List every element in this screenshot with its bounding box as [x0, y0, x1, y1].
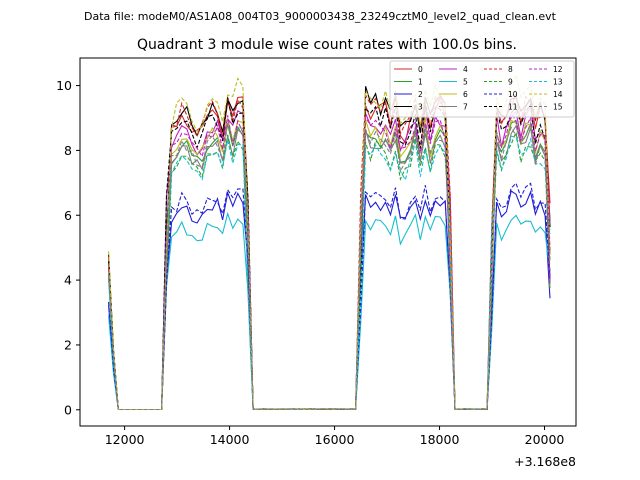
- legend-label-5: 5: [463, 78, 468, 87]
- series-line-11: [108, 97, 551, 411]
- y-tick-label: 0: [64, 402, 72, 417]
- legend-label-10: 10: [508, 90, 518, 99]
- legend-label-7: 7: [463, 103, 468, 112]
- legend-label-0: 0: [418, 65, 423, 74]
- y-axis: 0 2 4 6 8 10: [56, 78, 80, 417]
- y-tick-label: 6: [64, 208, 72, 223]
- legend-label-12: 12: [553, 65, 563, 74]
- x-axis: 12000 14000 16000 18000 20000: [105, 426, 565, 447]
- series-line-6: [108, 117, 551, 411]
- x-tick-label: 12000: [105, 432, 145, 447]
- series-line-2: [108, 190, 551, 411]
- legend-label-13: 13: [553, 78, 563, 87]
- legend-box: [389, 60, 575, 118]
- legend-label-3: 3: [418, 103, 423, 112]
- x-offset-label: +3.168e8: [514, 454, 576, 469]
- series-line-4: [108, 105, 551, 411]
- y-tick-label: 8: [64, 143, 72, 158]
- series-line-9: [108, 130, 551, 411]
- plot-area: [108, 73, 551, 411]
- legend-label-15: 15: [553, 103, 563, 112]
- y-tick-label: 2: [64, 337, 72, 352]
- legend-label-11: 11: [508, 103, 518, 112]
- x-tick-label: 16000: [315, 432, 355, 447]
- series-line-1: [108, 119, 551, 411]
- legend-label-1: 1: [418, 78, 423, 87]
- legend-label-9: 9: [508, 78, 513, 87]
- x-tick-label: 20000: [525, 432, 565, 447]
- legend-label-14: 14: [553, 90, 563, 99]
- chart-suptitle: Data file: modeM0/AS1A08_004T03_90000034…: [84, 10, 557, 23]
- y-tick-label: 10: [56, 78, 72, 93]
- series-line-15: [108, 122, 551, 411]
- series-line-3: [108, 86, 551, 411]
- legend-label-4: 4: [463, 65, 468, 74]
- x-tick-label: 18000: [420, 432, 460, 447]
- series-line-5: [108, 211, 551, 411]
- legend-label-6: 6: [463, 90, 468, 99]
- series-line-12: [108, 110, 551, 411]
- x-tick-label: 14000: [210, 432, 250, 447]
- chart-title: Quadrant 3 module wise count rates with …: [137, 37, 517, 53]
- series-line-13: [108, 135, 551, 411]
- legend-label-2: 2: [418, 90, 423, 99]
- legend-label-8: 8: [508, 65, 513, 74]
- y-tick-label: 4: [64, 273, 72, 288]
- axes-frame: [79, 57, 577, 427]
